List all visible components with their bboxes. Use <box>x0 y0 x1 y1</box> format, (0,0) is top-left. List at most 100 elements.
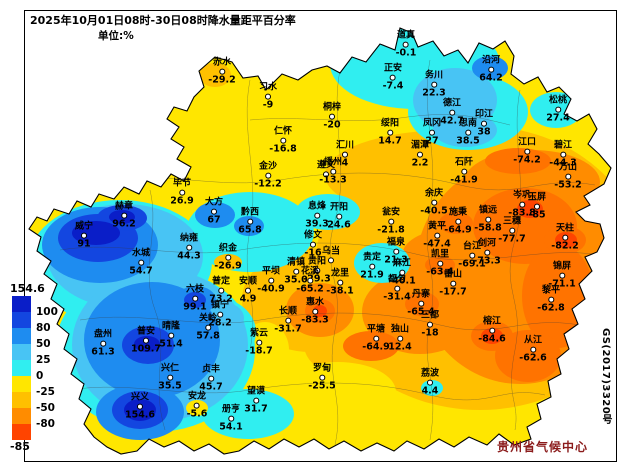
station-name: 赤水 <box>212 57 232 68</box>
legend-tick-label: 25 <box>36 354 51 366</box>
station-name: 湄潭 <box>410 140 430 151</box>
station-name: 都匀 <box>387 274 407 285</box>
station-value: -84.6 <box>478 333 506 345</box>
station-marker-icon <box>416 151 423 158</box>
station-label: 黎平 -62.8 <box>537 286 565 314</box>
station-name: 榕江 <box>482 316 502 327</box>
station-marker-icon <box>313 212 320 219</box>
legend-tick-label: 50 <box>36 338 51 350</box>
station-marker-icon <box>533 203 540 210</box>
station-name: 锦屏 <box>552 261 572 272</box>
station-label: 绥阳 14.7 <box>378 118 402 147</box>
station-name: 思南 <box>458 118 478 129</box>
station-name: 平塘 <box>366 324 386 335</box>
station-value: 38.5 <box>456 135 480 147</box>
station-label: 遵义 <box>317 161 335 178</box>
station-name: 松桃 <box>548 95 568 106</box>
station-marker-icon <box>454 218 461 225</box>
legend-tick-label: -25 <box>36 386 55 398</box>
station-name: 修文 <box>303 230 323 241</box>
station-marker-icon <box>428 129 435 136</box>
station-marker-icon <box>460 168 467 175</box>
station-value: 109.7 <box>130 343 162 355</box>
station-label: 雷山 -17.7 <box>439 270 466 298</box>
station-marker-icon <box>336 279 343 286</box>
station-name: 织金 <box>218 243 238 254</box>
station-marker-icon <box>191 295 198 302</box>
station-name: 镇宁 <box>210 300 230 311</box>
station-value: -65.4 <box>407 306 435 318</box>
station-label: 仁怀 -16.8 <box>269 127 297 155</box>
station-marker-icon <box>224 254 231 261</box>
station-marker-icon <box>561 234 568 241</box>
station-value: -62.6 <box>519 352 547 364</box>
station-value: 65.8 <box>238 224 262 236</box>
station-label: 黄平 -47.4 <box>423 221 450 250</box>
station-name: 绥阳 <box>380 118 400 129</box>
station-name: 威宁 <box>74 221 94 232</box>
station-label: 黔西 65.8 <box>238 207 262 236</box>
station-marker-icon <box>185 244 192 251</box>
station-marker-icon <box>318 374 325 381</box>
map-unit-label: 单位:% <box>98 29 134 42</box>
station-marker-icon <box>529 346 536 353</box>
station-marker-icon <box>178 189 185 196</box>
station-value: -21.8 <box>377 224 405 236</box>
station-label: 都匀 -31.4 <box>383 274 410 303</box>
station-name: 紫云 <box>249 328 269 339</box>
agency-name: 贵州省气候中心 <box>497 440 589 454</box>
station-name: 道真 <box>396 30 415 41</box>
station-name: 三都 <box>420 310 440 321</box>
station-marker-icon <box>488 327 495 334</box>
station-marker-icon <box>436 260 443 267</box>
station-name: 黄平 <box>427 221 447 232</box>
station-name: 关岭 <box>198 313 218 324</box>
legend-color-swatch <box>12 360 31 376</box>
station-value: -31.7 <box>274 323 302 335</box>
station-value: -73.3 <box>473 255 501 267</box>
station-marker-icon <box>468 252 475 259</box>
station-value: -62.8 <box>537 302 565 314</box>
station-label: 万山 -53.2 <box>554 162 581 191</box>
station-value: 27.4 <box>546 112 570 124</box>
station-name: 天柱 <box>555 223 575 234</box>
station-marker-icon <box>335 213 342 220</box>
station-label: 纳雍 44.3 <box>177 234 200 262</box>
station-name: 独山 <box>390 324 410 335</box>
station-marker-icon <box>483 249 490 256</box>
station-marker-icon <box>284 317 291 324</box>
station-label: 长顺 -31.7 <box>274 307 302 335</box>
station-marker-icon <box>252 397 259 404</box>
station-marker-icon <box>207 375 214 382</box>
station-marker-icon <box>166 374 173 381</box>
station-name: 万山 <box>558 162 578 173</box>
station-label: 榕江 -84.6 <box>478 316 506 345</box>
map-frame <box>24 10 617 462</box>
station-value: 2.2 <box>411 157 429 169</box>
station-marker-icon <box>329 168 336 175</box>
station-name: 贵阳 <box>307 256 327 267</box>
station-name: 从江 <box>523 335 543 346</box>
station-value: -7.4 <box>382 80 404 92</box>
station-marker-icon <box>554 106 561 113</box>
station-label: 福泉 21.3 <box>384 238 407 266</box>
province-outline <box>28 27 612 455</box>
station-label: 普安 109.7 <box>130 327 162 355</box>
station-name: 黔西 <box>240 207 260 218</box>
station-label: 兴义 154.6 <box>125 393 155 421</box>
station-value: 45.7 <box>199 381 223 393</box>
station-name: 余庆 <box>424 188 444 199</box>
station-value: -26.9 <box>214 260 242 272</box>
legend-tick-label: 100 <box>36 306 58 318</box>
station-name: 德江 <box>442 98 462 109</box>
station-label: 瓮安 -21.8 <box>377 208 405 236</box>
legend-tick-label: -80 <box>36 418 55 430</box>
station-name: 贞丰 <box>201 364 221 375</box>
station-value: -16.8 <box>269 143 297 155</box>
station-value: 14.7 <box>378 135 402 147</box>
station-label: 册亨 54.1 <box>219 405 242 433</box>
station-label: 桐梓 -20 <box>323 103 341 131</box>
station-value: -65.2 <box>296 283 324 295</box>
station-name: 兴仁 <box>160 363 180 374</box>
station-value: -40.5 <box>420 205 448 217</box>
